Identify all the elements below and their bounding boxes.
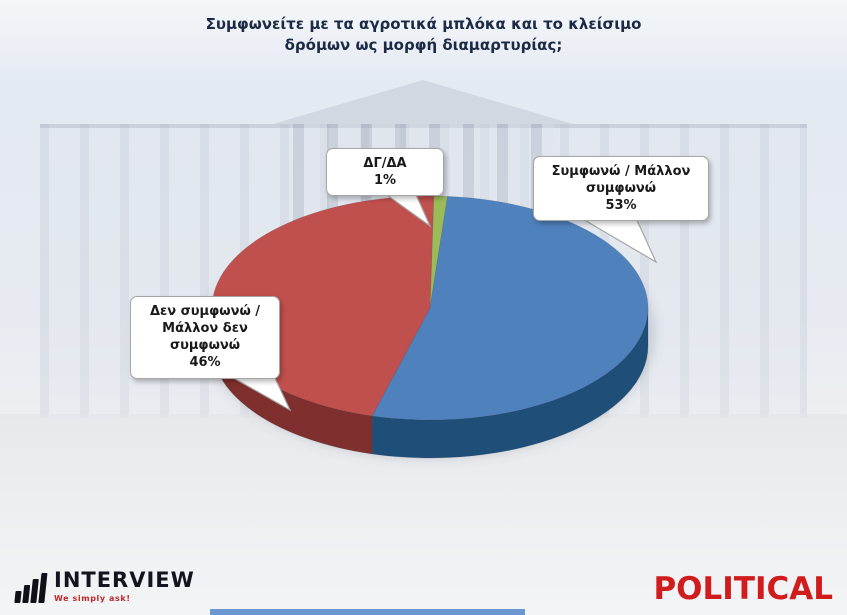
bar-chart-icon <box>14 571 48 603</box>
callout-agree-label: Συμφωνώ / Μάλλον συμφωνώ <box>551 164 691 197</box>
callout-disagree-pointer <box>230 376 292 412</box>
interview-logo-text-block: INTERVIEW We simply ask! <box>54 568 195 604</box>
political-logo: POLITICAL <box>653 571 833 607</box>
callout-dk-na-box: ΔΓ/ΔΑ 1% <box>326 148 444 197</box>
callout-agree-value: 53% <box>605 198 637 214</box>
callout-agree: Συμφωνώ / Μάλλον συμφωνώ 53% <box>533 156 709 264</box>
interview-logo-name: INTERVIEW <box>54 568 195 592</box>
pie-slice <box>371 307 649 459</box>
pie-slice <box>429 195 448 309</box>
logo-bar <box>30 579 39 603</box>
interview-logo: INTERVIEW We simply ask! <box>14 568 195 604</box>
logo-bar <box>22 585 31 603</box>
background-blue-fence <box>210 609 525 615</box>
callout-agree-box: Συμφωνώ / Μάλλον συμφωνώ 53% <box>533 156 709 222</box>
interview-logo-tagline: We simply ask! <box>54 594 131 603</box>
chart-title: Συμφωνείτε με τα αγροτικά μπλόκα και το … <box>205 15 642 54</box>
callout-agree-pointer <box>579 218 658 264</box>
callout-disagree-label: Δεν συμφωνώ / Μάλλον δεν συμφωνώ <box>149 304 261 354</box>
logo-bar <box>38 573 48 603</box>
callout-disagree: Δεν συμφωνώ / Μάλλον δεν συμφωνώ 46% <box>130 296 292 412</box>
callout-dk-na: ΔΓ/ΔΑ 1% <box>326 148 444 228</box>
callout-dk-na-value: 1% <box>373 173 397 189</box>
callout-disagree-box: Δεν συμφωνώ / Μάλλον δεν συμφωνώ 46% <box>130 296 280 379</box>
callout-dk-na-pointer <box>378 190 432 228</box>
callout-dk-na-label: ΔΓ/ΔΑ <box>363 156 407 171</box>
callout-disagree-value: 46% <box>189 355 221 371</box>
logo-bar <box>14 591 22 603</box>
